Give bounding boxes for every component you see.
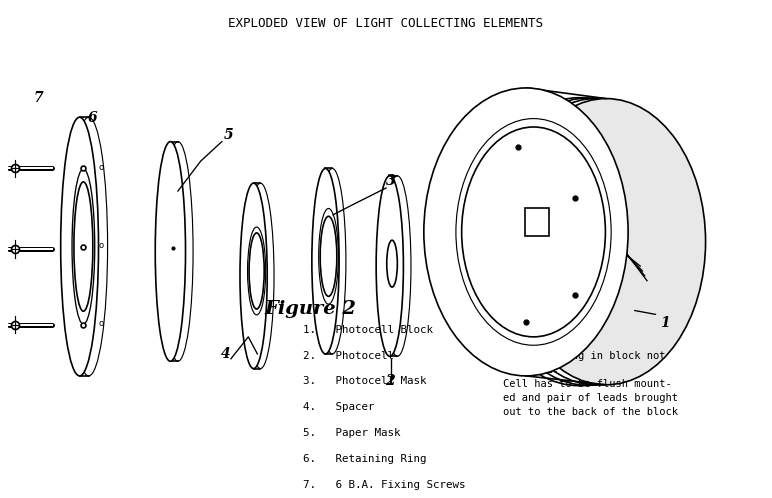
Ellipse shape (506, 99, 706, 385)
Text: 6: 6 (87, 111, 96, 124)
Text: 5.   Paper Mask: 5. Paper Mask (303, 428, 400, 438)
Ellipse shape (240, 183, 267, 369)
Text: o: o (98, 162, 103, 171)
Text: 5: 5 (223, 127, 233, 141)
Ellipse shape (312, 168, 339, 354)
Text: o: o (98, 319, 103, 328)
Text: 2.   Photocell: 2. Photocell (303, 351, 394, 361)
Ellipse shape (387, 240, 398, 287)
Ellipse shape (61, 117, 99, 376)
Text: o: o (98, 241, 103, 249)
Text: 1: 1 (660, 316, 669, 330)
Text: 7.   6 B.A. Fixing Screws: 7. 6 B.A. Fixing Screws (303, 480, 466, 490)
Ellipse shape (74, 182, 93, 311)
Bar (525, 208, 550, 237)
Text: 1.   Photocell Block: 1. Photocell Block (303, 325, 433, 335)
Text: 6.   Retaining Ring: 6. Retaining Ring (303, 454, 426, 464)
Ellipse shape (155, 141, 185, 361)
Text: EXPLODED VIEW OF LIGHT COLLECTING ELEMENTS: EXPLODED VIEW OF LIGHT COLLECTING ELEMEN… (229, 17, 543, 30)
Bar (604, 225, 616, 259)
Ellipse shape (320, 216, 337, 296)
Text: 3.   Photocell Mask: 3. Photocell Mask (303, 376, 426, 386)
Ellipse shape (376, 176, 404, 357)
Text: 3: 3 (386, 174, 395, 188)
Text: Figure 2: Figure 2 (264, 300, 357, 318)
Text: 4: 4 (222, 347, 231, 361)
Text: Cell mounting in block not
detailed.
Cell has to be flush mount-
ed and pair of : Cell mounting in block not detailed. Cel… (503, 352, 679, 417)
Text: 2: 2 (385, 374, 394, 388)
Ellipse shape (424, 88, 628, 376)
Text: Note: Note (503, 325, 532, 338)
Ellipse shape (249, 233, 264, 309)
Text: 7: 7 (33, 91, 42, 105)
Text: 4.   Spacer: 4. Spacer (303, 402, 374, 412)
Ellipse shape (462, 127, 605, 337)
